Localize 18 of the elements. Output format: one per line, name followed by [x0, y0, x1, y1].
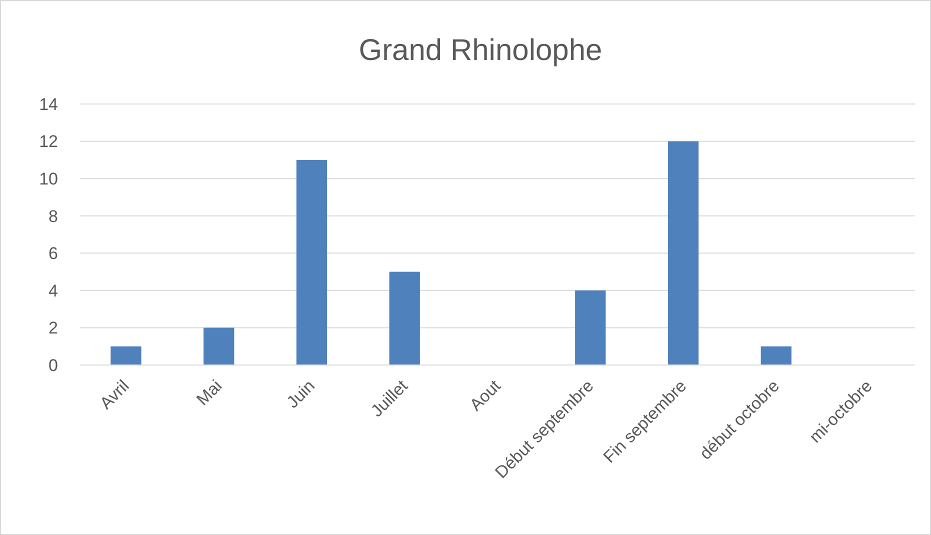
y-tick-label: 10 [39, 170, 58, 189]
y-tick-label: 14 [39, 94, 58, 114]
y-tick-label: 8 [48, 206, 58, 226]
bar [760, 346, 792, 365]
chart-title: Grand Rhinolophe [358, 34, 602, 67]
x-tick-label: Juin [283, 376, 319, 412]
y-tick-label: 0 [48, 356, 58, 375]
y-tick-label: 12 [39, 132, 58, 152]
x-tick-label: Mai [192, 376, 226, 410]
bar [668, 141, 699, 365]
bar [110, 346, 142, 365]
y-tick-label: 4 [48, 281, 58, 300]
bar [296, 160, 328, 365]
y-tick-label: 6 [48, 244, 58, 264]
bar [204, 328, 234, 365]
y-tick-label: 2 [48, 318, 58, 338]
bar [575, 290, 606, 365]
bar [389, 272, 420, 365]
